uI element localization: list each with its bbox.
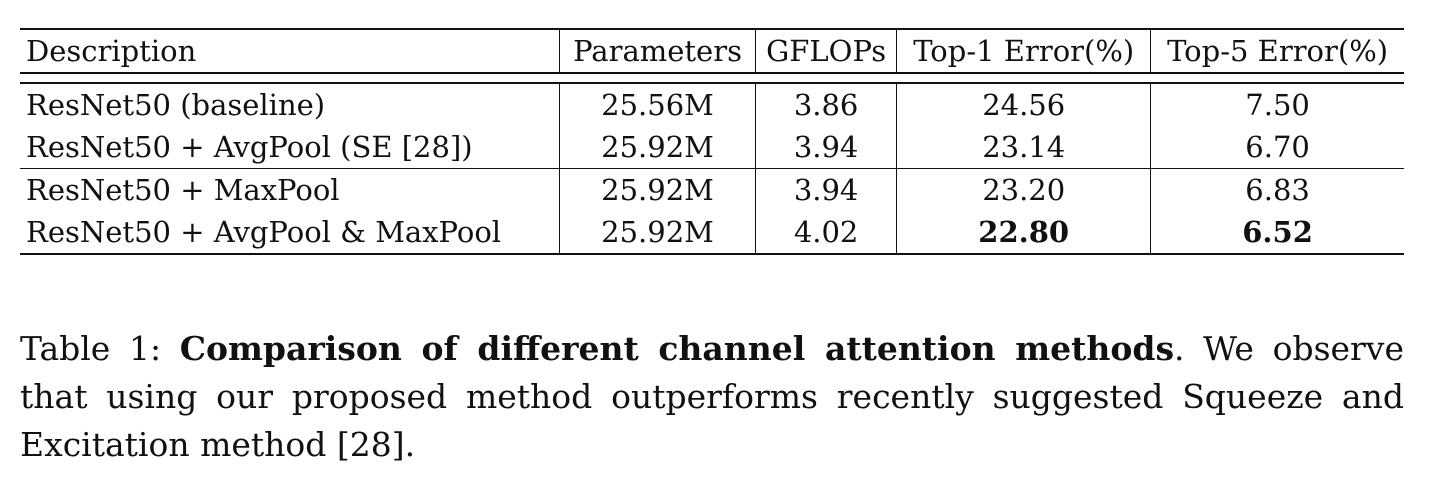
row-top1-error: 24.56 (896, 83, 1152, 126)
row-parameters: 25.56M (559, 83, 756, 126)
row-top1-error: 23.20 (896, 168, 1152, 211)
table-row: ResNet50 (baseline) 25.56M 3.86 24.56 7.… (20, 83, 1404, 126)
results-table-container: Description Parameters GFLOPs Top-1 Erro… (20, 28, 1404, 255)
row-gflops: 4.02 (755, 211, 898, 255)
header-row: Description Parameters GFLOPs Top-1 Erro… (20, 29, 1404, 73)
row-top5-error-best: 6.52 (1150, 211, 1404, 255)
row-parameters: 25.92M (559, 126, 756, 169)
header-top5-error: Top-5 Error(%) (1167, 34, 1389, 68)
row-description: ResNet50 + MaxPool (20, 168, 561, 211)
row-description: ResNet50 + AvgPool (SE [28]) (20, 126, 561, 169)
header-description: Description (20, 29, 561, 73)
row-top1-error: 23.14 (896, 126, 1152, 169)
row-top5-error: 7.50 (1245, 88, 1310, 122)
table-header: Description Parameters GFLOPs Top-1 Erro… (20, 29, 1404, 73)
table-row: ResNet50 + AvgPool & MaxPool 25.92M 4.02… (20, 211, 1404, 255)
row-top5-error: 6.83 (1245, 173, 1310, 207)
caption-title: Comparison of different channel attentio… (179, 329, 1175, 368)
header-top1-error: Top-1 Error(%) (896, 29, 1152, 73)
row-gflops: 3.94 (755, 168, 898, 211)
row-gflops: 3.94 (755, 126, 898, 169)
results-table: Description Parameters GFLOPs Top-1 Erro… (20, 28, 1404, 255)
header-gflops: GFLOPs (755, 29, 898, 73)
table-caption: Table 1: Comparison of different channel… (20, 325, 1404, 469)
row-top5-error: 6.70 (1150, 126, 1404, 169)
header-parameters: Parameters (559, 29, 756, 73)
table-body: ResNet50 (baseline) 25.56M 3.86 24.56 7.… (20, 73, 1404, 255)
table-row: ResNet50 + AvgPool (SE [28]) 25.92M 3.94… (20, 126, 1404, 169)
row-gflops: 3.86 (755, 83, 898, 126)
row-description: ResNet50 + AvgPool & MaxPool (20, 211, 561, 255)
caption-body: . We observe that using our proposed met… (20, 329, 1404, 464)
header-double-rule (20, 73, 1404, 84)
row-top1-error-best: 22.80 (896, 211, 1152, 255)
table-row: ResNet50 + MaxPool 25.92M 3.94 23.20 6.8… (20, 168, 1404, 211)
row-parameters: 25.92M (559, 168, 756, 211)
row-parameters: 25.92M (559, 211, 756, 255)
caption-label: Table 1: (20, 329, 180, 368)
row-description: ResNet50 (baseline) (20, 83, 561, 126)
